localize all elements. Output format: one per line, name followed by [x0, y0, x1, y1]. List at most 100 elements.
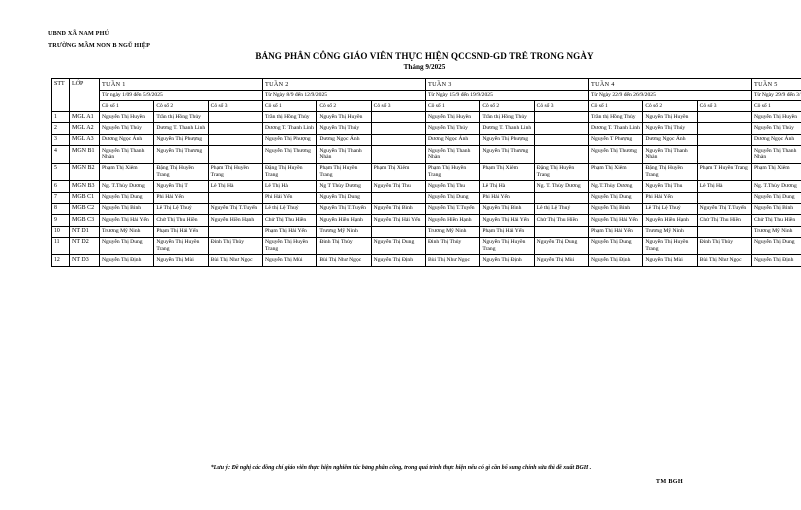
slot-header-w1-s1: Cô số 1 — [98, 100, 155, 113]
row-index-cell: 7 — [51, 191, 70, 204]
teacher-cell: Nguyễn Thị Thúy — [424, 122, 481, 135]
table-row: 7 MGB C1 Nguyễn Thị Dung Phi Hải Yến Phi Hải… — [51, 191, 801, 204]
teacher-cell — [533, 191, 590, 204]
teacher-cell: Nguyễn Thị Hải Yến — [370, 214, 427, 227]
teacher-cell — [533, 225, 590, 238]
teacher-cell: Đinh Thị Thủy — [207, 236, 264, 256]
slot-header-w4-s3: Cô số 3 — [696, 100, 753, 113]
teacher-cell: Dương T. Thanh Linh — [261, 122, 318, 135]
teacher-cell: Phi Hải Yến — [261, 191, 318, 204]
teacher-cell: Nguyễn Thị Thúy — [642, 122, 698, 135]
teacher-cell: Nguyễn Thị Phượng — [479, 133, 535, 147]
teacher-cell: Nguyễn Thị Huyền — [316, 111, 372, 124]
class-name-cell: NT D3 — [69, 254, 100, 267]
teacher-cell: Nguyễn Thị Mùi — [153, 254, 209, 267]
teacher-cell: Nguyễn Thị Huyền Trang — [153, 236, 209, 256]
table-row: 2 MGL A2 Nguyễn Thị Thúy Dương T. Thanh Lin… — [51, 122, 801, 135]
table-row: 10 NT D1 Trương Mỹ Ninh Phạm Thị Hải Yến Phạ… — [51, 225, 801, 238]
row-index-cell: 1 — [51, 111, 70, 124]
teacher-cell: Lê Thị Lệ Thuý — [642, 202, 698, 216]
teacher-cell: Ng. T.Thùy Dương — [750, 180, 801, 193]
teacher-cell — [696, 133, 753, 147]
teacher-cell: Ng T Thùy Dương — [316, 180, 372, 193]
row-index-cell: 10 — [51, 225, 70, 238]
teacher-cell: Bùi Thị Như Ngọc — [424, 254, 481, 267]
page-subtitle: Tháng 9/2025 — [403, 63, 446, 72]
teacher-cell: Phạm Thị Xiêm — [750, 162, 801, 182]
teacher-cell: Phạm Thị Huyền Trang — [316, 162, 372, 182]
slot-header-w4-s1: Cô số 1 — [587, 100, 644, 113]
slot-header-w1-s2: Cô số 2 — [153, 100, 209, 113]
teacher-cell: Nguyễn Thị Dung — [587, 236, 644, 256]
teacher-cell: Chử Thị Thu Hiền — [533, 214, 590, 227]
week-range-3: Từ Ngày 15/9 đến 19/9/2025 — [425, 89, 589, 102]
teacher-cell: Phạm Thị Xiêm — [98, 162, 155, 182]
slot-header-w2-s2: Cô số 2 — [316, 100, 372, 113]
teacher-cell: Chử Thị Thu Hiền — [153, 214, 209, 227]
table-row: 12 NT D3 Nguyễn Thị Định Nguyễn Thị Mùi Bùi … — [51, 254, 801, 267]
page-title: BẢNG PHÂN CÔNG GIÁO VIÊN THỰC HIỆN QCCSN… — [255, 51, 594, 61]
teacher-cell: Nguyễn Thị Thúy — [750, 122, 801, 135]
teacher-cell: Nguyễn Thị Thanh Nhàn — [424, 145, 481, 164]
teacher-cell: Nguyễn Thị Huyền Trang — [261, 236, 318, 256]
teacher-cell: Nguyễn Thị Định — [750, 254, 801, 267]
teacher-cell: Nguyễn Thị Bình — [750, 202, 801, 216]
teacher-cell: Nguyễn Thị Huyền Trang — [642, 236, 698, 256]
teacher-cell: Nguyễn Thị Hải Yến — [479, 214, 535, 227]
teacher-cell — [696, 191, 753, 204]
teacher-cell: Trương Mỹ Ninh — [750, 225, 801, 238]
teacher-cell: Nguyễn Hiền Hạnh — [642, 214, 698, 227]
teacher-cell — [533, 122, 590, 135]
table-row: 1 MGL A1 Nguyễn Thị Huyền Trần thị Hồng Thủ… — [51, 111, 801, 124]
teacher-cell — [207, 133, 264, 147]
class-name-cell: NT D2 — [69, 236, 100, 256]
teacher-cell: Nguyễn Thị Bình — [587, 202, 644, 216]
class-name-cell: MGB C2 — [69, 202, 100, 216]
teacher-cell — [207, 111, 264, 124]
teacher-cell: Phạm T Huyền Trang — [696, 162, 753, 182]
row-index-cell: 9 — [51, 214, 70, 227]
teacher-cell: Trần thị Hồng Thủy — [261, 111, 318, 124]
table-row: 5 MGN B2 Phạm Thị Xiêm Đặng Thị Huyền Trang… — [51, 162, 801, 182]
teacher-cell — [696, 225, 753, 238]
teacher-cell: Lê Thị Hà — [696, 180, 753, 193]
teacher-cell: Nguyễn Thị Thương — [153, 145, 209, 164]
teacher-cell: Đặng Thị Huyền Trang — [261, 162, 318, 182]
teacher-cell: Nguyễn Thị Dung — [750, 191, 801, 204]
teacher-cell: Nguyễn T Phượng — [587, 133, 644, 147]
class-name-cell: MGL A2 — [69, 122, 100, 135]
slot-header-w3-s3: Cô số 3 — [533, 100, 590, 113]
week-range-5: Từ Ngày 29/9 đến 3/10/2025 — [751, 89, 801, 102]
teacher-cell: Nguyễn Thị Dung — [533, 236, 590, 256]
class-name-cell: MGN B3 — [69, 180, 100, 193]
teacher-cell — [533, 111, 590, 124]
teacher-cell: Dương Ngọc Ánh — [98, 133, 155, 147]
class-name-cell: MGL A1 — [69, 111, 100, 124]
header-row-ranges: Từ ngày 1/09 đến 5/9/2025 Từ Ngày 8/9 đế… — [52, 89, 801, 102]
teacher-cell: Phạm Thị Hải Yến — [587, 225, 644, 238]
class-name-cell: MGN B1 — [69, 145, 100, 164]
teacher-cell: Nguyễn Hiền Hạnh — [207, 214, 264, 227]
slot-header-w4-s2: Cô số 2 — [642, 100, 698, 113]
teacher-cell: Lê Thị Hà — [479, 180, 535, 193]
teacher-cell — [207, 191, 264, 204]
class-name-cell: MGL A3 — [69, 133, 100, 147]
table-row: 4 MGN B1 Nguyễn Thị Thanh Nhàn Nguyễn Thị T… — [51, 145, 801, 164]
header-row-slots: Cô số 1 Cô số 2 Cô số 3 Cô số 1 Cô số 2 Cô số… — [52, 100, 801, 113]
teacher-cell: Nguyễn Thị Dung — [587, 191, 644, 204]
teacher-cell: Nguyễn Thị Thu — [642, 180, 698, 193]
teacher-cell — [207, 145, 264, 164]
teacher-cell: Nguyễn Thị Định — [98, 254, 155, 267]
row-index-cell: 8 — [51, 202, 70, 216]
teacher-cell: Nguyễn Thị Dung — [98, 236, 155, 256]
teacher-cell: Ng. T.Thùy Dương — [98, 180, 155, 193]
teacher-cell — [370, 111, 427, 124]
teacher-cell — [370, 145, 427, 164]
teacher-cell: Lê thị Lệ Thuý — [261, 202, 318, 216]
teacher-cell: Nguyễn Thị Phượng — [153, 133, 209, 147]
teacher-cell: Nguyễn Thị Dung — [750, 236, 801, 256]
teacher-cell: Ng.T.Thùy Dương — [587, 180, 644, 193]
row-index-cell: 12 — [51, 254, 70, 267]
teacher-cell: Nguyễn Thị Bình — [98, 202, 155, 216]
row-index-cell: 5 — [51, 162, 70, 182]
